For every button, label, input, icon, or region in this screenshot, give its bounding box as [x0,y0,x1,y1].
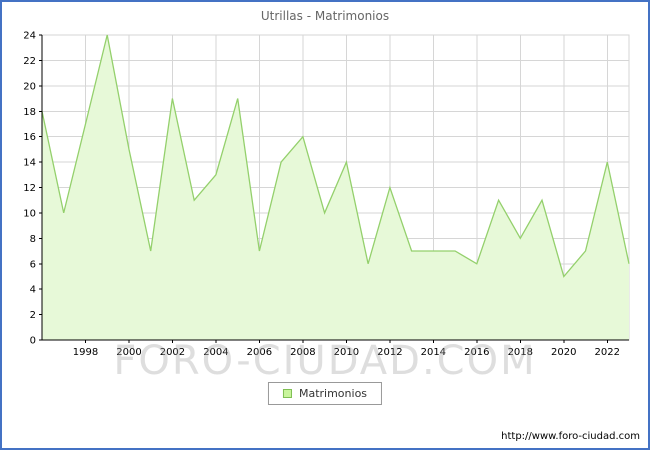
y-tick-label: 10 [23,208,36,219]
x-tick-label: 2016 [464,347,489,358]
x-tick-label: 2022 [595,347,620,358]
x-tick-label: 2010 [334,347,359,358]
y-tick-label: 6 [30,259,36,270]
x-tick-label: 2004 [203,347,228,358]
x-tick-label: 2020 [551,347,576,358]
x-tick-label: 2000 [116,347,141,358]
y-tick-label: 4 [30,285,36,296]
series-line [41,34,630,278]
x-tick-label: 2002 [160,347,185,358]
legend-swatch-icon [282,389,292,398]
y-tick-label: 8 [30,234,36,245]
y-tick-label: 22 [23,56,36,67]
y-tick-label: 2 [30,310,36,321]
y-tick-label: 16 [23,132,36,143]
x-tick-label: 2008 [290,347,315,358]
y-tick-label: 20 [23,81,36,92]
legend: Matrimonios [267,382,383,405]
x-tick-label: 2012 [377,347,402,358]
x-tick-label: 2006 [247,347,272,358]
x-tick-label: 2014 [421,347,446,358]
x-tick-label: 1998 [73,347,98,358]
chart-title: Utrillas - Matrimonios [260,9,390,23]
legend-label: Matrimonios [298,387,368,400]
footer-link[interactable]: http://www.foro-ciudad.com [501,431,640,442]
y-tick-label: 12 [23,183,36,194]
y-tick-label: 24 [23,31,36,42]
y-tick-label: 14 [23,158,36,169]
y-tick-label: 0 [30,336,36,347]
y-tick-label: 18 [23,107,36,118]
x-tick-label: 2018 [508,347,533,358]
